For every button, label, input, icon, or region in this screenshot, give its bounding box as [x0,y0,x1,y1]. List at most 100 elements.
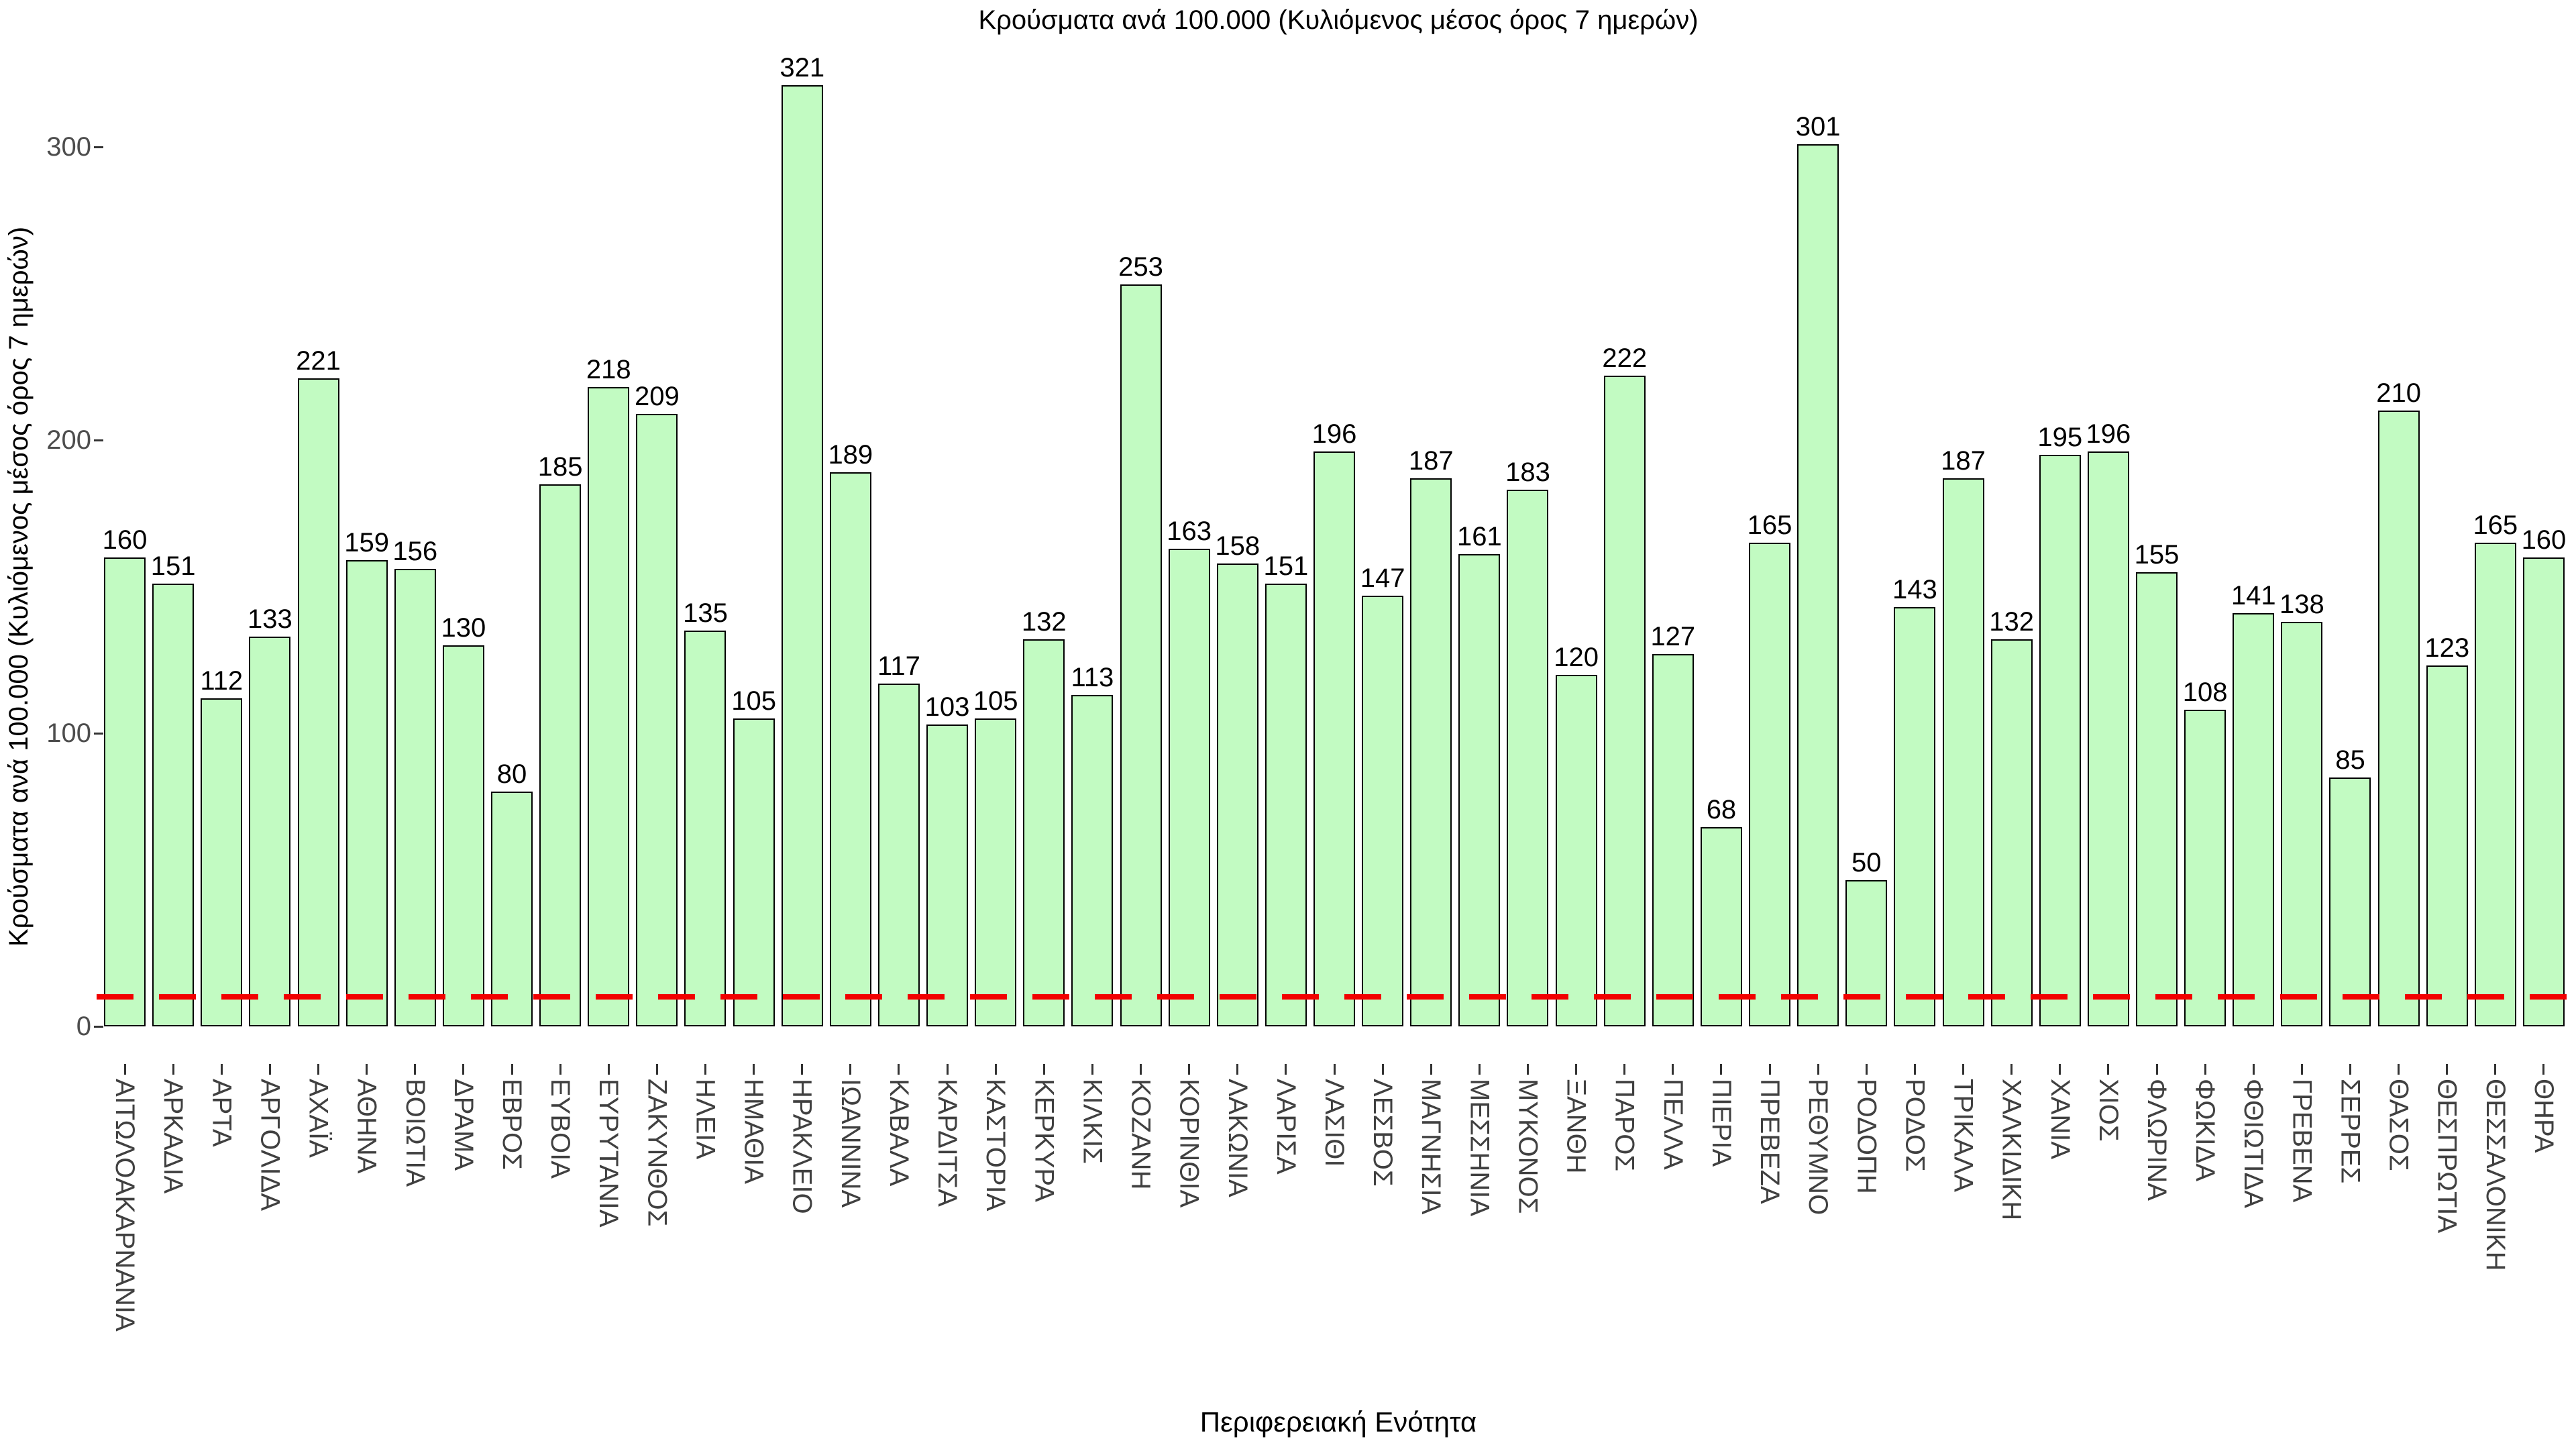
x-tick-mark [607,1064,610,1075]
bar [1216,563,1258,1026]
bar [1749,542,1791,1026]
bar [829,472,871,1026]
x-tick-mark [2204,1064,2206,1075]
y-tick-mark [94,732,103,735]
x-tick-mark [1623,1064,1626,1075]
x-tick-mark [559,1064,561,1075]
bar-value-label: 155 [2134,539,2180,570]
bar-value-label: 196 [1311,419,1357,449]
x-tick-label: ΠΡΕΒΕΖΑ [1755,1079,1785,1204]
x-tick-label: ΑΧΑΪΑ [303,1079,333,1158]
bar [152,584,195,1026]
bar-value-label: 117 [877,651,920,681]
bar-value-label: 105 [973,686,1018,716]
x-tick-mark [1768,1064,1771,1075]
x-tick-label: ΡΟΔΟΠΗ [1851,1079,1882,1194]
bar-value-label: 80 [496,759,527,790]
x-tick-mark [2107,1064,2110,1075]
bar [636,413,678,1026]
x-tick-label: ΣΕΡΡΕΣ [2335,1079,2365,1184]
bar-value-label: 187 [1408,445,1454,476]
x-tick-label: ΛΑΡΙΣΑ [1271,1079,1301,1175]
x-tick-label: ΑΡΤΑ [207,1079,237,1147]
bar-value-label: 301 [1795,111,1841,142]
bar [104,557,146,1026]
x-tick-label: ΚΟΡΙΝΘΙΑ [1174,1079,1204,1208]
y-tick-label: 300 [46,132,91,162]
bar-value-label: 103 [924,692,970,722]
x-tick-label: ΜΑΓΝΗΣΙΑ [1416,1079,1446,1215]
bar [781,85,823,1026]
bar [1652,654,1694,1026]
bar-value-label: 209 [634,381,680,411]
x-tick-label: ΑΙΤΩΛΟΑΚΑΡΝΑΝΙΑ [110,1079,140,1332]
x-tick-mark [2494,1064,2497,1075]
x-tick-label: ΜΥΚΟΝΟΣ [1513,1079,1543,1214]
y-tick-label: 100 [46,718,91,748]
x-tick-mark [2059,1064,2061,1075]
bar-value-label: 253 [1118,252,1163,282]
bar-value-label: 160 [2521,525,2567,555]
bar-value-label: 130 [441,612,486,643]
bar-value-label: 187 [1941,445,1986,476]
x-tick-mark [1333,1064,1336,1075]
bar [1458,554,1501,1026]
bar-value-label: 141 [2231,580,2276,610]
x-tick-mark [172,1064,174,1075]
x-tick-label: ΘΕΣΣΑΛΟΝΙΚΗ [2480,1079,2510,1271]
x-tick-label: ΑΡΚΑΔΙΑ [158,1079,189,1194]
bar-value-label: 50 [1851,847,1882,877]
x-tick-label: ΚΙΛΚΙΣ [1077,1079,1108,1165]
bar-value-label: 165 [1747,510,1792,540]
x-tick-label: ΞΑΝΘΗ [1561,1079,1591,1174]
bar [2233,612,2275,1026]
x-tick-mark [1285,1064,1287,1075]
x-tick-mark [123,1064,126,1075]
x-tick-mark [1962,1064,1965,1075]
x-tick-label: ΛΑΣΙΘΙ [1320,1079,1349,1167]
bar [1362,595,1404,1026]
bar-value-label: 151 [1263,551,1309,582]
bar-value-label: 218 [586,355,631,385]
bar [2039,454,2081,1026]
bar [2087,451,2129,1026]
x-tick-label: ΕΒΡΟΣ [497,1079,527,1170]
x-tick-mark [366,1064,368,1075]
x-tick-label: ΘΗΡΑ [2528,1079,2559,1153]
x-tick-mark [1478,1064,1481,1075]
x-tick-label: ΓΡΕΒΕΝΑ [2287,1079,2317,1203]
x-tick-mark [849,1064,852,1075]
bar [2184,710,2226,1026]
x-tick-mark [1720,1064,1723,1075]
bar-value-label: 68 [1706,794,1737,824]
x-tick-label: ΕΥΒΟΙΑ [545,1079,576,1179]
bar-value-label: 183 [1505,458,1550,488]
x-tick-label: ΦΩΚΙΔΑ [2190,1079,2220,1182]
x-tick-mark [462,1064,465,1075]
bar-value-label: 158 [1215,531,1260,561]
x-tick-label: ΠΙΕΡΙΑ [1706,1079,1736,1167]
bar [249,636,291,1026]
bar-value-label: 112 [200,665,244,696]
bar-value-label: 151 [150,551,196,582]
bar [1894,607,1936,1026]
bar [201,698,243,1026]
bar [345,560,388,1026]
x-tick-mark [1817,1064,1819,1075]
x-tick-mark [704,1064,706,1075]
bar [1168,548,1210,1026]
bar-value-label: 210 [2376,378,2421,409]
x-tick-label: ΗΡΑΚΛΕΙΟ [787,1079,817,1214]
x-tick-label: ΠΑΡΟΣ [1609,1079,1640,1172]
x-tick-label: ΗΜΑΘΙΑ [739,1079,769,1184]
x-tick-label: ΖΑΚΥΝΘΟΣ [642,1079,672,1227]
bar [1700,826,1742,1026]
x-tick-label: ΧΙΟΣ [2093,1079,2123,1142]
x-tick-label: ΦΘΙΩΤΙΔΑ [2239,1079,2269,1208]
bar [926,724,969,1026]
bar [1120,284,1162,1026]
bar-value-label: 147 [1360,563,1405,593]
bar-value-label: 113 [1071,663,1114,693]
x-tick-label: ΠΕΛΛΑ [1658,1079,1688,1170]
bar [1265,584,1307,1026]
